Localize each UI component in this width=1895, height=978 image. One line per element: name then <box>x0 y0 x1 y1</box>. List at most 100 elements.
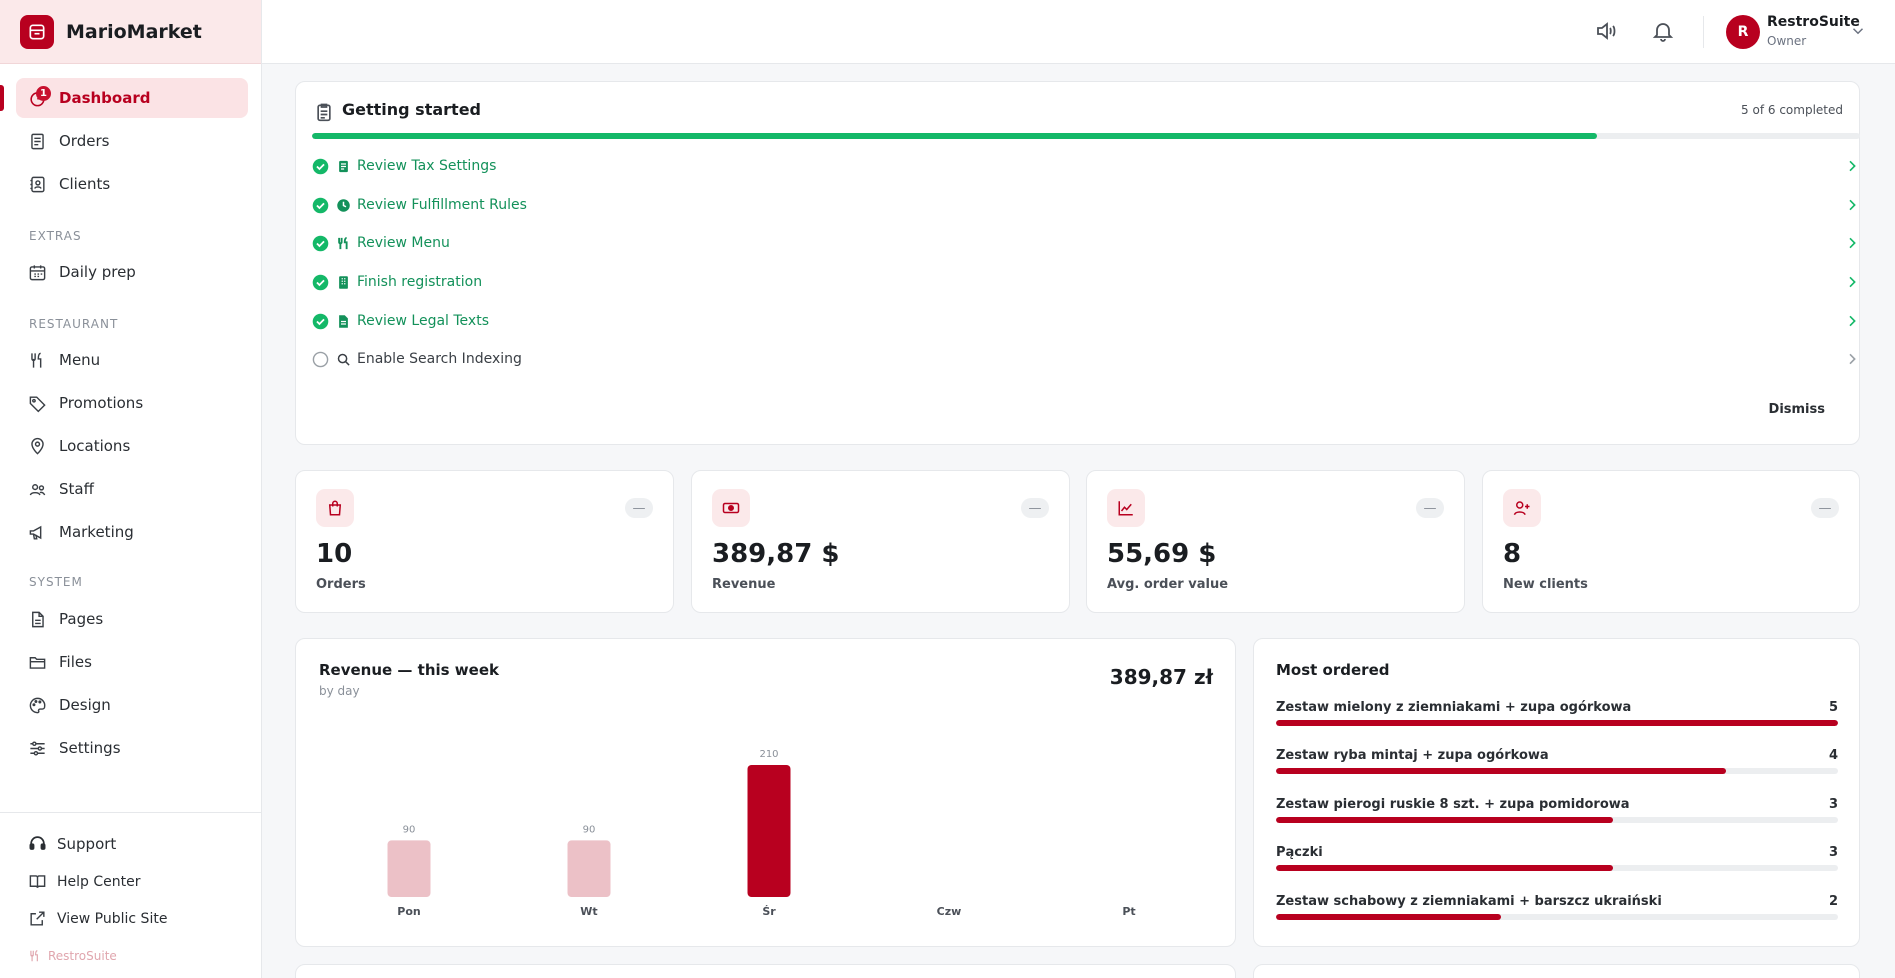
dismiss-button[interactable]: Dismiss <box>1768 402 1825 417</box>
sidebar-item-label: Menu <box>59 351 101 369</box>
avatar[interactable]: R <box>1726 15 1760 49</box>
getting-started-card: Getting started 5 of 6 completed Review … <box>295 81 1860 445</box>
sidebar-item-pages[interactable]: Pages <box>16 599 248 639</box>
user-plus-icon <box>1503 489 1541 527</box>
sidebar-item-settings[interactable]: Settings <box>16 728 248 768</box>
revenue-subtitle: by day <box>319 684 360 698</box>
kpi-card-new-clients: — 8 New clients <box>1482 470 1860 613</box>
task-label: Enable Search Indexing <box>357 351 522 367</box>
kpi-trend: — <box>625 498 653 518</box>
chart-bar[interactable] <box>567 840 611 897</box>
most-ordered-title: Most ordered <box>1276 661 1390 679</box>
next-card-right <box>1253 964 1860 978</box>
most-ordered-card: Most ordered Zestaw mielony z ziemniakam… <box>1253 638 1860 947</box>
item-bar-fill <box>1276 768 1726 774</box>
x-tick-label: Śr <box>762 905 776 918</box>
calendar-icon <box>29 264 46 280</box>
item-bar <box>1276 914 1838 920</box>
map-pin-icon <box>31 437 44 455</box>
book-icon <box>29 875 46 888</box>
sidebar-item-promotions[interactable]: Promotions <box>16 383 248 423</box>
view-public-site-link[interactable]: View Public Site <box>28 909 167 928</box>
sidebar-item-orders[interactable]: Orders <box>16 121 248 161</box>
kpi-value: 8 <box>1503 539 1522 569</box>
sidebar-item-menu[interactable]: Menu <box>16 340 248 380</box>
empty-circle-icon <box>312 351 329 367</box>
sidebar-item-label: Files <box>59 653 92 671</box>
store-logo-icon <box>20 14 54 49</box>
item-bar <box>1276 865 1838 871</box>
clock-icon <box>337 198 350 212</box>
sidebar-item-label: Settings <box>59 739 121 757</box>
kpi-trend: — <box>1811 498 1839 518</box>
sidebar: MarioMarket Dashboard 1 Orders Clients E… <box>0 0 262 978</box>
kpi-label: Orders <box>316 577 366 592</box>
task-review-legal-texts[interactable]: Review Legal Texts <box>312 310 1860 332</box>
sidebar-item-label: Staff <box>59 480 94 498</box>
kpi-trend: — <box>1416 498 1444 518</box>
kpi-card-avg-order: — 55,69 $ Avg. order value <box>1086 470 1465 613</box>
item-bar-fill <box>1276 865 1614 871</box>
list-item: Zestaw ryba mintaj + zupa ogórkowa 4 <box>1276 748 1838 778</box>
check-circle-icon <box>312 197 329 213</box>
x-tick-label: Wt <box>580 905 597 918</box>
sidebar-item-label: Pages <box>59 610 104 628</box>
chart-bar[interactable] <box>387 840 431 897</box>
task-enable-search-indexing[interactable]: Enable Search Indexing <box>312 348 1860 370</box>
public-site-label: View Public Site <box>57 910 168 927</box>
receipt-icon <box>31 133 44 149</box>
folder-icon <box>29 656 46 669</box>
sidebar-item-marketing[interactable]: Marketing <box>16 512 248 552</box>
item-count: 5 <box>1828 700 1838 715</box>
sidebar-item-daily-prep[interactable]: Daily prep <box>16 252 248 292</box>
x-tick-label: Pon <box>397 905 420 918</box>
sidebar-footer: Support Help Center View Public Site Res… <box>0 812 261 978</box>
sidebar-item-label: Dashboard <box>59 89 151 107</box>
line-chart-icon <box>1107 489 1145 527</box>
sidebar-item-staff[interactable]: Staff <box>16 469 248 509</box>
brand-header[interactable]: MarioMarket <box>0 0 261 64</box>
file-icon <box>32 611 44 627</box>
task-review-tax-settings[interactable]: Review Tax Settings <box>312 155 1860 177</box>
task-review-menu[interactable]: Review Menu <box>312 232 1860 254</box>
document-icon <box>339 160 348 172</box>
revenue-title: Revenue — this week <box>319 661 499 679</box>
getting-started-count: 5 of 6 completed <box>1741 103 1843 117</box>
chevron-down-icon[interactable] <box>1849 22 1867 40</box>
sidebar-item-label: Locations <box>59 437 131 455</box>
revenue-chart-card: Revenue — this week by day 389,87 zł 90 P… <box>295 638 1236 947</box>
speaker-icon[interactable] <box>1594 19 1618 43</box>
list-item: Zestaw mielony z ziemniakami + zupa ogór… <box>1276 700 1838 730</box>
item-name: Zestaw mielony z ziemniakami + zupa ogór… <box>1276 700 1632 715</box>
task-review-fulfillment-rules[interactable]: Review Fulfillment Rules <box>312 194 1860 216</box>
support-link[interactable]: Support <box>28 834 116 853</box>
item-bar <box>1276 817 1838 823</box>
task-finish-registration[interactable]: Finish registration <box>312 271 1860 293</box>
sidebar-item-files[interactable]: Files <box>16 642 248 682</box>
sidebar-item-design[interactable]: Design <box>16 685 248 725</box>
sidebar-item-clients[interactable]: Clients <box>16 164 248 204</box>
bell-icon[interactable] <box>1651 19 1675 43</box>
clipboard-icon <box>317 103 331 122</box>
palette-icon <box>29 697 46 713</box>
active-indicator <box>0 85 4 111</box>
user-name[interactable]: RestroSuite <box>1767 14 1860 30</box>
help-center-link[interactable]: Help Center <box>28 872 141 891</box>
item-name: Zestaw schabowy z ziemniakami + barszcz … <box>1276 894 1662 909</box>
task-label: Review Fulfillment Rules <box>357 197 527 213</box>
chart-bar[interactable] <box>747 765 791 897</box>
sidebar-item-locations[interactable]: Locations <box>16 426 248 466</box>
sidebar-item-label: Promotions <box>59 394 144 412</box>
help-center-label: Help Center <box>57 873 141 890</box>
item-name: Zestaw ryba mintaj + zupa ogórkowa <box>1276 748 1549 763</box>
item-count: 3 <box>1828 797 1838 812</box>
brand-name: MarioMarket <box>66 20 202 43</box>
kpi-value: 55,69 $ <box>1107 539 1217 569</box>
item-name: Pączki <box>1276 845 1323 860</box>
powered-by-label: RestroSuite <box>48 949 117 963</box>
section-heading-extras: EXTRAS <box>29 229 82 243</box>
sidebar-item-dashboard[interactable]: Dashboard <box>16 78 248 118</box>
powered-by: RestroSuite <box>28 949 117 963</box>
item-bar-fill <box>1276 914 1501 920</box>
next-card-left <box>295 964 1236 978</box>
